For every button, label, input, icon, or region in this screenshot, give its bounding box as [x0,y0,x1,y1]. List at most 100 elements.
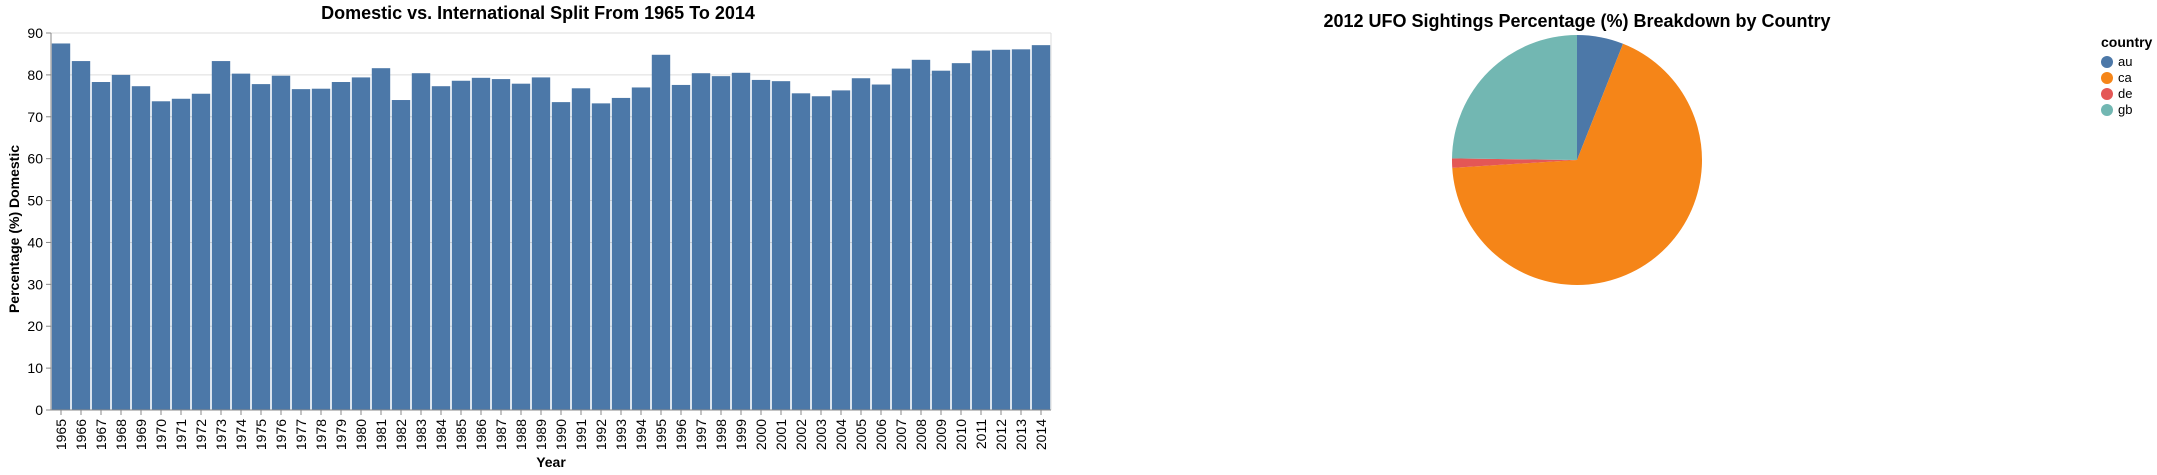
y-tick-label: 90 [27,25,43,41]
x-tick-label: 1969 [133,419,149,450]
x-tick-label: 1991 [573,419,589,450]
bar [371,68,391,410]
bar [891,68,911,410]
y-axis-title: Percentage (%) Domestic [6,145,22,313]
bar [471,77,491,411]
pie-slices [1452,35,1703,285]
bar-chart: Domestic vs. International Split From 19… [6,3,1052,470]
bar [171,98,191,410]
bar [531,77,551,410]
x-tick-label: 1983 [413,419,429,450]
bar [951,63,971,410]
bar [251,84,271,411]
legend-label-au: au [2118,54,2132,69]
x-tick-label: 1989 [533,419,549,450]
y-tick-label: 60 [27,151,43,167]
y-tick-label: 70 [27,109,43,125]
x-tick-label: 1984 [433,419,449,450]
bar [271,75,291,410]
x-tick-label: 1978 [313,419,329,450]
bar [1031,45,1051,411]
x-tick-label: 1996 [673,419,689,450]
bar [551,102,571,410]
bar [651,54,671,410]
x-axis-title: Year [536,454,566,470]
x-tick-label: 1987 [493,419,509,450]
x-tick-label: 1999 [733,419,749,450]
bar [611,97,631,410]
bar [431,86,451,411]
bar [91,82,111,410]
y-tick-label: 20 [27,318,43,334]
bar [511,83,531,411]
x-tick-label: 1988 [513,419,529,450]
y-tick-label: 10 [27,360,43,376]
x-tick-label: 1975 [253,419,269,450]
bar [971,50,991,411]
pie-slice-gb [1452,35,1577,160]
x-tick-label: 1976 [273,419,289,450]
x-tick-label: 1995 [653,419,669,450]
bar [491,79,511,411]
x-tick-label: 2012 [993,419,1009,450]
x-tick-label: 2009 [933,419,949,450]
x-tick-label: 1982 [393,419,409,450]
x-tick-label: 2007 [893,419,909,450]
bar [811,96,831,410]
x-tick-label: 2013 [1013,419,1029,450]
bar [111,74,131,410]
legend-swatch-ca [2101,72,2113,84]
bar [331,82,351,410]
pie-slice-au [1577,35,1624,160]
x-tick-label: 2011 [973,419,989,449]
x-tick-label: 2014 [1033,419,1049,450]
x-tick-label: 1979 [333,419,349,450]
bar [851,78,871,411]
bar [411,73,431,411]
x-tick-label: 1986 [473,419,489,450]
x-tick-label: 1966 [73,419,89,450]
x-tick-label: 1970 [153,419,169,450]
bar [231,73,251,410]
x-tick-label: 1977 [293,419,309,450]
legend-label-gb: gb [2118,102,2132,117]
x-tick-label: 1974 [233,419,249,450]
bar [131,86,151,411]
bar [311,88,331,410]
x-tick-label: 1990 [553,419,569,450]
bar [1011,49,1031,410]
bar [931,70,951,410]
legend-title: country [2101,34,2153,50]
y-axis: 0 10 20 30 40 50 60 70 80 90 [27,25,52,418]
bar [211,61,231,411]
y-tick-label: 40 [27,234,43,250]
bar [731,72,751,411]
y-tick-label: 0 [35,402,43,418]
bar [991,49,1011,410]
bar [791,93,811,410]
bar-chart-title: Domestic vs. International Split From 19… [321,3,755,23]
x-tick-label: 2006 [873,419,889,450]
x-tick-label: 2001 [773,419,789,450]
x-tick-label: 1981 [373,419,389,450]
legend-label-ca: ca [2118,70,2133,85]
bar [391,100,411,411]
x-tick-label: 1980 [353,419,369,450]
legend-swatch-gb [2101,104,2113,116]
x-axis: 1965 1966 1967 1968 1969 1970 1971 1972 1973 1974… [51,409,1051,450]
x-tick-label: 2000 [753,419,769,450]
bar [71,61,91,411]
x-tick-label: 2004 [833,419,849,450]
x-tick-label: 1965 [53,419,69,450]
pie-chart: 2012 UFO Sightings Percentage (%) Breakd… [1323,11,1831,285]
bar [591,103,611,410]
x-tick-label: 1971 [173,419,189,450]
bar [351,77,371,410]
bar [151,101,171,410]
bar [571,88,591,410]
bar [871,84,891,411]
x-tick-label: 1993 [613,419,629,450]
x-tick-label: 1967 [93,419,109,450]
